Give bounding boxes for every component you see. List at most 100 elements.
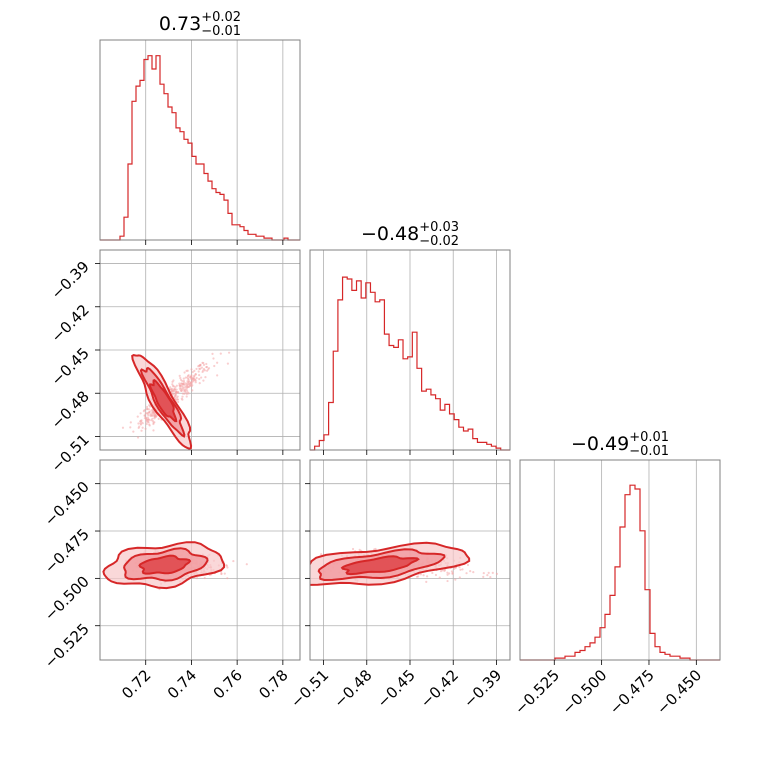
sample-point	[216, 374, 219, 377]
sample-point	[465, 572, 468, 575]
sample-point	[139, 423, 143, 426]
sample-point	[173, 388, 176, 391]
panel-frame	[519, 459, 721, 661]
sample-point	[151, 412, 154, 415]
sample-point	[154, 414, 157, 417]
sample-point	[232, 559, 235, 563]
sample-point	[194, 381, 197, 384]
sample-point	[195, 376, 198, 380]
sample-point	[172, 379, 175, 382]
sample-point	[129, 426, 132, 429]
sample-point	[147, 408, 150, 411]
sample-point	[148, 424, 151, 427]
sample-point	[150, 414, 153, 417]
sample-point	[351, 547, 355, 551]
scatter-panel-1-0: −0.51−0.48−0.45−0.42−0.39	[48, 249, 301, 476]
sample-point	[184, 389, 187, 393]
sample-point	[176, 395, 179, 398]
histogram-2	[520, 484, 720, 661]
sample-point	[226, 362, 230, 365]
sample-point	[199, 364, 202, 367]
sample-point	[472, 571, 475, 574]
sample-point	[147, 421, 150, 424]
sample-point	[136, 436, 140, 439]
x-tick-label: −0.525	[511, 666, 563, 718]
sample-point	[150, 409, 153, 412]
sample-point	[225, 564, 228, 567]
sample-point	[176, 398, 179, 401]
sample-point	[180, 389, 183, 392]
sample-point	[187, 392, 190, 395]
sample-point	[136, 415, 139, 418]
sample-point	[144, 427, 147, 430]
sample-point	[212, 357, 215, 360]
sample-point	[202, 379, 205, 382]
sample-point	[140, 429, 143, 432]
sample-point	[146, 407, 149, 411]
sample-point	[132, 430, 135, 433]
sample-point	[461, 568, 464, 571]
sample-point	[141, 422, 144, 425]
sample-point	[245, 563, 248, 566]
sample-point	[226, 577, 229, 580]
title-value: −0.49	[571, 433, 629, 455]
sample-point	[454, 578, 457, 581]
y-tick-label: −0.51	[48, 431, 93, 476]
sample-point	[182, 379, 186, 383]
x-tick-label: −0.450	[653, 666, 705, 718]
x-tick-label: −0.475	[606, 666, 658, 718]
sample-point	[175, 384, 178, 387]
sample-point	[194, 373, 197, 376]
sample-point	[431, 571, 434, 575]
x-tick-label: 0.76	[210, 666, 246, 702]
sample-point	[211, 352, 214, 355]
sample-point	[152, 429, 155, 432]
sample-point	[180, 387, 183, 390]
samples	[102, 541, 248, 591]
sample-point	[227, 351, 231, 354]
sample-point	[198, 373, 201, 377]
sample-point	[185, 389, 189, 392]
panel-title-2: −0.49+0.01 −0.01	[571, 430, 669, 459]
sample-point	[426, 575, 429, 578]
sample-point	[146, 416, 149, 419]
sample-point	[203, 576, 206, 580]
title-upper-error: +0.03	[419, 220, 459, 235]
panel-frame	[99, 459, 301, 661]
sample-point	[169, 386, 172, 389]
sample-point	[422, 574, 425, 577]
x-tick-label: −0.42	[417, 666, 462, 711]
sample-point	[176, 400, 180, 404]
sample-point	[181, 379, 184, 383]
sample-point	[191, 384, 194, 387]
sample-point	[201, 361, 204, 364]
sample-point	[202, 367, 206, 371]
sample-point	[419, 573, 422, 576]
sample-point	[185, 392, 189, 396]
sample-point	[446, 571, 449, 574]
sample-point	[188, 375, 192, 379]
sample-point	[139, 412, 142, 415]
sample-point	[187, 385, 190, 388]
sample-point	[451, 572, 454, 575]
sample-point	[137, 422, 140, 425]
sample-point	[145, 420, 148, 423]
sample-point	[197, 370, 200, 373]
sample-point	[181, 392, 185, 395]
sample-point	[193, 369, 196, 372]
sample-point	[304, 559, 306, 561]
sample-point	[434, 573, 438, 577]
sample-point	[469, 570, 472, 573]
sample-point	[143, 414, 146, 417]
sample-point	[446, 579, 449, 583]
sample-point	[157, 417, 160, 420]
y-tick-label: −0.525	[41, 620, 93, 672]
sample-point	[438, 576, 441, 579]
sample-point	[198, 377, 201, 381]
sample-point	[415, 575, 419, 578]
panel-frame	[99, 39, 301, 241]
sample-point	[148, 405, 152, 408]
sample-point	[205, 362, 208, 366]
sample-point	[482, 572, 485, 575]
